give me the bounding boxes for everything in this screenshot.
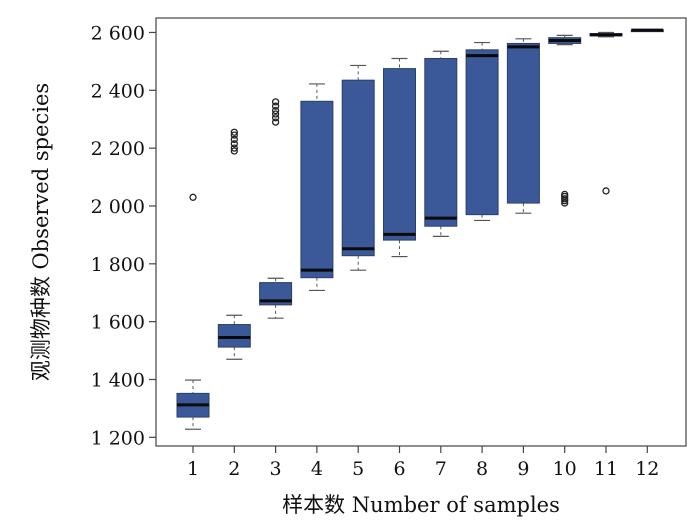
box-9 [506,38,540,214]
box-series [176,28,664,430]
y-tick-label: 1 200 [91,427,145,449]
y-tick-label: 2 400 [91,80,145,102]
outlier-point [561,195,569,203]
x-tick-label: 12 [635,458,659,480]
box-iqr [217,324,251,348]
y-tick-label: 2 000 [91,196,145,218]
outlier-point [561,190,569,199]
box-4 [300,83,334,292]
box-3 [259,98,293,319]
box-iqr [465,49,499,216]
plot-frame [155,17,687,447]
x-tick-label: 6 [393,458,405,480]
outlier-point [230,135,238,144]
y-tick-label: 1 400 [91,369,145,391]
x-tick-label: 4 [311,458,323,480]
y-axis-title: 观测物种数 Observed species [29,83,53,381]
box-iqr [259,282,293,306]
outlier-point [271,102,280,110]
outlier-point [230,128,238,136]
outlier-point [230,147,238,155]
outlier-point [189,193,197,201]
box-12 [630,28,664,33]
box-iqr [341,79,375,257]
box-iqr [506,42,540,204]
x-tick-label: 1 [187,458,199,480]
x-tick-label: 2 [228,458,240,480]
x-tick-label: 10 [553,458,577,480]
box-1 [176,193,210,430]
outlier-point [271,114,280,122]
outlier-point [230,131,238,139]
x-tick-label: 3 [270,458,282,480]
outlier-point [271,118,280,126]
x-tick-label: 5 [352,458,364,480]
box-10 [548,34,582,207]
box-5 [341,64,375,271]
x-tick-label: 9 [517,458,529,480]
x-axis-title: 样本数 Number of samples [282,493,560,517]
outlier-point [230,140,238,148]
box-2 [217,128,251,360]
outlier-point [271,98,280,106]
x-tick-label: 8 [476,458,488,480]
x-tick-label: 11 [594,458,618,480]
outlier-point [271,110,280,118]
box-11 [589,31,623,195]
box-6 [383,57,416,258]
outlier-point [561,199,569,207]
x-axis: 1 2 3 4 5 6 7 8 9 10 11 12 [187,446,659,480]
y-tick-label: 1 800 [91,254,145,276]
y-tick-label: 1 600 [91,312,145,334]
y-axis: 1 200 1 400 1 600 1 800 2 000 2 200 2 400 2 600 [91,22,156,449]
box-iqr [300,100,334,279]
x-tick-label: 7 [435,458,447,480]
box-8 [465,41,499,222]
box-7 [424,50,458,237]
box-iqr [424,57,458,227]
outlier-point [602,187,610,195]
outlier-point [271,106,280,115]
y-tick-label: 2 200 [91,138,145,160]
outlier-point [230,144,238,152]
box-iqr [383,68,416,241]
y-tick-label: 2 600 [91,22,145,44]
